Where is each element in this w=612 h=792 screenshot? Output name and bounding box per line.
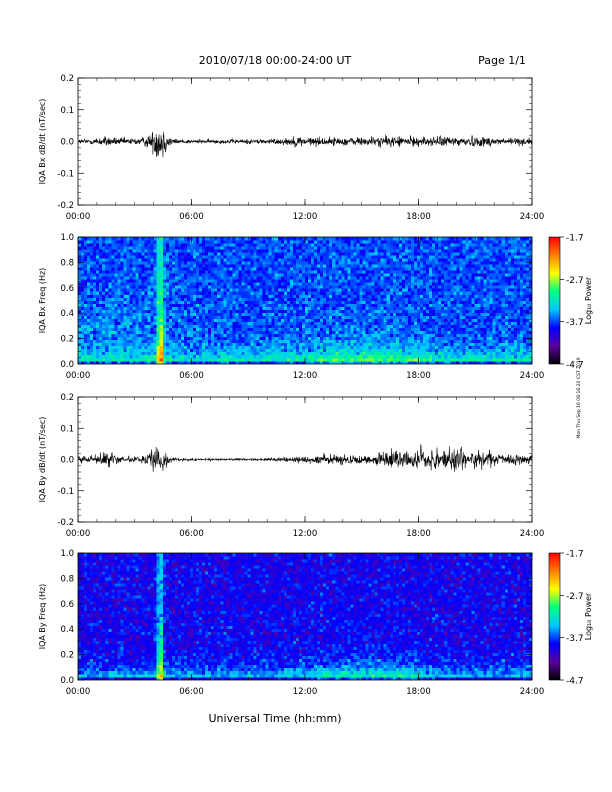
x-tick-label: 06:00 <box>179 212 204 222</box>
colorbar-tick-label: -2.7 <box>566 276 584 286</box>
colorbar-tick-label: -1.7 <box>566 234 584 244</box>
spectrogram-cells <box>78 553 532 680</box>
panel-1: 0.2 0.1 0.0 -0.1 -0.200:00 06:00 12:00 18:00 24:… <box>38 74 544 222</box>
x-tick-label: 24:00 <box>520 212 545 222</box>
x-tick-label: 24:00 <box>520 687 545 697</box>
y-tick-label: 0.8 <box>60 258 74 268</box>
signal-trace <box>78 132 532 158</box>
y-tick-label: 0.2 <box>60 335 74 345</box>
x-tick-label: 24:00 <box>520 529 545 539</box>
colorbar-label: Log₁₀ Power <box>584 276 593 324</box>
y-tick-label: 0.4 <box>60 309 74 319</box>
side-timestamp: Mon Thu Sep 16 08:16:20 CST 2019 <box>576 357 582 438</box>
x-tick-label: 12:00 <box>293 687 318 697</box>
y-tick-label: 0.1 <box>60 424 74 434</box>
page-indicator: Page 1/1 <box>478 54 526 67</box>
x-tick-label: 00:00 <box>66 371 91 381</box>
y-tick-label: 0.0 <box>60 676 74 686</box>
colorbar-tick-label: -2.7 <box>566 592 584 602</box>
y-tick-label: 0.0 <box>60 138 74 148</box>
y-tick-label: 1.0 <box>60 549 74 559</box>
y-tick-label: -0.1 <box>57 487 74 497</box>
y-tick-label: -0.1 <box>57 169 74 179</box>
y-tick-label: 0.0 <box>60 456 74 466</box>
colorbar-tick-label: -4.7 <box>566 677 584 687</box>
x-tick-label: 12:00 <box>293 212 318 222</box>
y-axis-label: IQA By dB/dt (nT/sec) <box>38 417 47 503</box>
x-tick-label: 18:00 <box>406 687 431 697</box>
panel-4: -1.7 -2.7 -3.7 -4.7 Log₁₀ Power 1.0 0.8 0.6 0.4 0… <box>38 549 593 697</box>
colorbar-tick-label: -3.7 <box>566 634 584 644</box>
y-tick-label: 0.2 <box>60 393 74 403</box>
colorbar-tick-label: -4.7 <box>566 361 584 371</box>
panel-2: -1.7 -2.7 -3.7 -4.7 Log₁₀ Power 1.0 0.8 0.6 0.4 0… <box>38 233 593 381</box>
figure-title: 2010/07/18 00:00-24:00 UT <box>199 54 352 67</box>
x-tick-label: 12:00 <box>293 529 318 539</box>
colorbar-tick-label: -3.7 <box>566 318 584 328</box>
x-tick-label: 18:00 <box>406 212 431 222</box>
y-axis-label: IQA Bx dB/dt (nT/sec) <box>38 99 47 185</box>
y-axis-label: IQA By Freq (Hz) <box>38 584 47 650</box>
panel-3: 0.2 0.1 0.0 -0.1 -0.200:00 06:00 12:00 18:00 24:… <box>38 393 544 539</box>
y-tick-label: -0.2 <box>57 518 74 528</box>
signal-trace <box>78 444 532 472</box>
y-tick-label: 0.1 <box>60 106 74 116</box>
x-tick-label: 18:00 <box>406 529 431 539</box>
y-tick-label: 0.0 <box>60 360 74 370</box>
x-tick-label: 00:00 <box>66 529 91 539</box>
y-tick-label: 1.0 <box>60 233 74 243</box>
panels: 0.20.10.0-0.1-0.200:00 06:00 12:00 18:00 24:… <box>38 74 593 697</box>
colorbar-label: Log₁₀ Power <box>584 592 593 640</box>
colorbar-tick-label: -1.7 <box>566 550 584 560</box>
x-tick-label: 06:00 <box>179 371 204 381</box>
y-tick-label: 0.4 <box>60 625 74 635</box>
y-tick-label: 0.8 <box>60 574 74 584</box>
y-tick-label: 0.2 <box>60 651 74 661</box>
x-tick-label: 06:00 <box>179 687 204 697</box>
y-tick-label: 0.6 <box>60 284 74 294</box>
x-tick-label: 24:00 <box>520 371 545 381</box>
x-tick-label: 18:00 <box>406 371 431 381</box>
y-axis-label: IQA Bx Freq (Hz) <box>38 268 47 334</box>
y-tick-label: 0.6 <box>60 600 74 610</box>
colorbar <box>548 236 561 365</box>
y-tick-label: -0.2 <box>57 201 74 211</box>
x-tick-label: 00:00 <box>66 212 91 222</box>
x-axis-title: Universal Time (hh:mm) <box>209 712 342 725</box>
colorbar <box>548 552 561 681</box>
x-tick-label: 00:00 <box>66 687 91 697</box>
x-tick-label: 12:00 <box>293 371 318 381</box>
y-tick-label: 0.2 <box>60 74 74 84</box>
x-tick-label: 06:00 <box>179 529 204 539</box>
spectrogram-cells <box>78 237 532 364</box>
